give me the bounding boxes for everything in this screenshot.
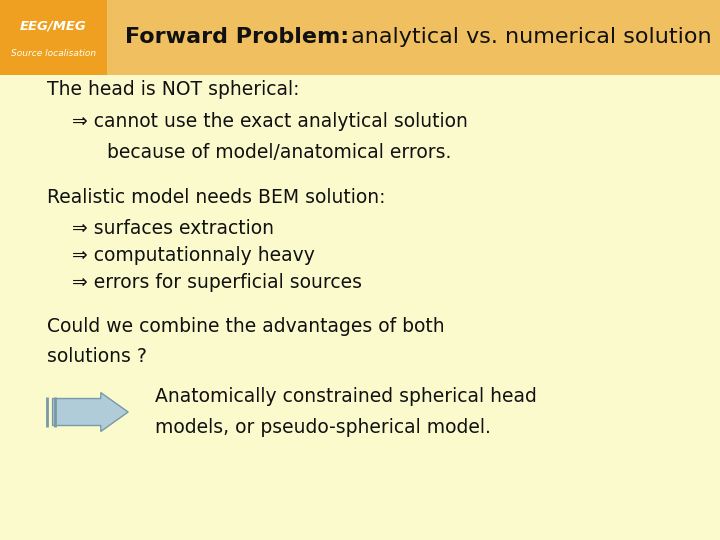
Text: ⇒ surfaces extraction: ⇒ surfaces extraction (72, 219, 274, 238)
Text: Could we combine the advantages of both: Could we combine the advantages of both (47, 317, 444, 336)
Text: ⇒ cannot use the exact analytical solution: ⇒ cannot use the exact analytical soluti… (72, 112, 468, 131)
Text: The head is NOT spherical:: The head is NOT spherical: (47, 79, 300, 99)
Text: Source localisation: Source localisation (11, 49, 96, 58)
Text: EEG/MEG: EEG/MEG (20, 19, 86, 32)
Bar (0, 0, 720, 75)
Text: Forward Problem:: Forward Problem: (125, 27, 348, 48)
Bar (0, 0, 107, 75)
Text: because of model/anatomical errors.: because of model/anatomical errors. (83, 143, 451, 162)
Text: Anatomically constrained spherical head: Anatomically constrained spherical head (155, 387, 536, 407)
Text: models, or pseudo-spherical model.: models, or pseudo-spherical model. (155, 418, 490, 437)
Text: solutions ?: solutions ? (47, 347, 147, 366)
Text: Realistic model needs BEM solution:: Realistic model needs BEM solution: (47, 187, 385, 207)
Text: ⇒ computationnaly heavy: ⇒ computationnaly heavy (72, 246, 315, 265)
FancyArrow shape (53, 393, 128, 431)
Text: ⇒ errors for superficial sources: ⇒ errors for superficial sources (72, 273, 362, 292)
Text: analytical vs. numerical solution: analytical vs. numerical solution (344, 27, 712, 48)
